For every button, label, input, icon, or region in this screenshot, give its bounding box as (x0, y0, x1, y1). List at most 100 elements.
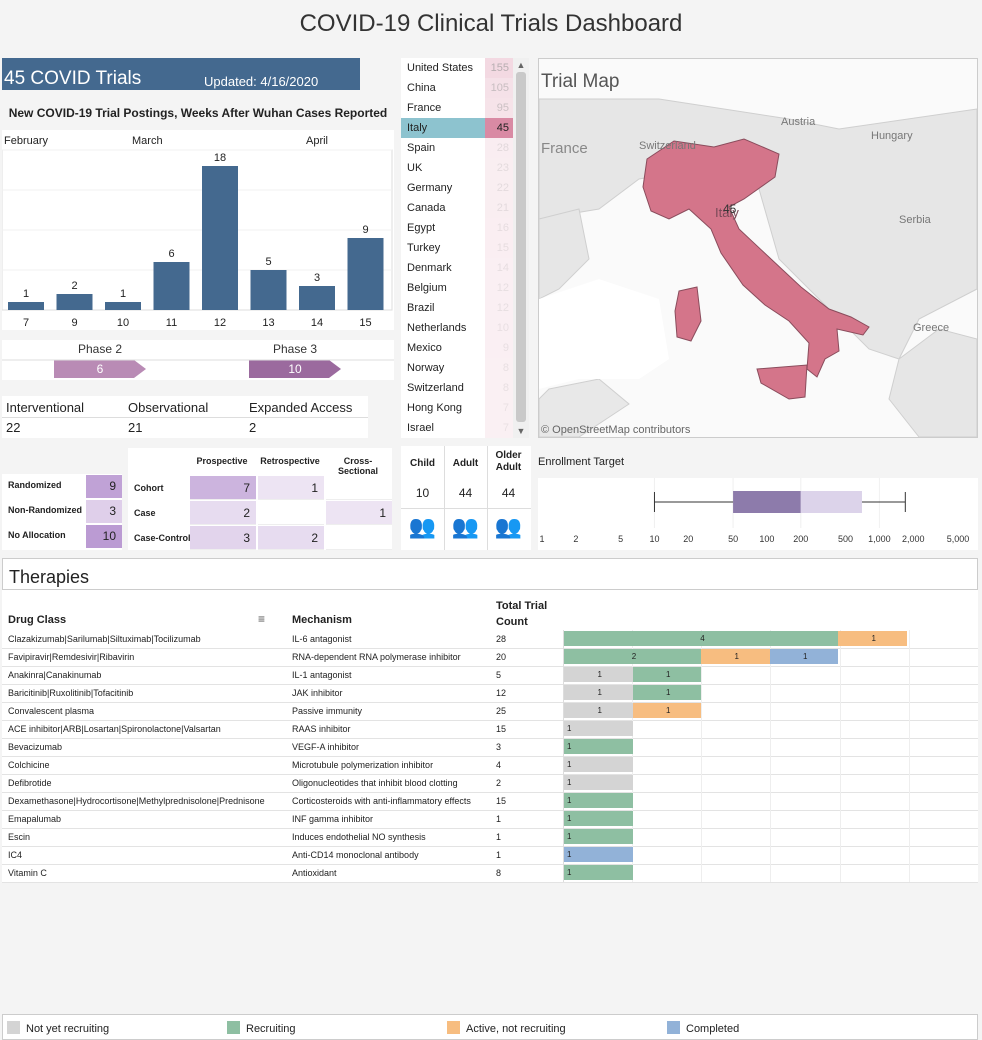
trial-map[interactable]: France Switzerland Austria Hungary Serbi… (538, 58, 978, 438)
map-canvas[interactable]: France Switzerland Austria Hungary Serbi… (539, 59, 977, 437)
therapy-row[interactable]: Baricitinib|Ruxolitinib|Tofacitinib JAK i… (2, 684, 978, 703)
country-item[interactable]: UK 23 (401, 158, 513, 178)
country-item[interactable]: Hong Kong 7 (401, 398, 513, 418)
legend-item-recruiting[interactable]: Recruiting (227, 1021, 296, 1035)
sardinia-region[interactable] (674, 286, 702, 342)
map-attribution[interactable]: © OpenStreetMap contributors (541, 424, 691, 436)
italy-region[interactable] (642, 138, 870, 378)
phase-arrow[interactable] (54, 360, 146, 378)
country-item[interactable]: Mexico 9 (401, 338, 513, 358)
country-item[interactable]: Egypt 16 (401, 218, 513, 238)
design-cell[interactable]: 1 (258, 476, 324, 500)
status-segment[interactable]: 1 (564, 829, 633, 844)
legend-item-completed[interactable]: Completed (667, 1021, 739, 1035)
week-bar[interactable] (153, 262, 190, 310)
therapy-row[interactable]: Dexamethasone|Hydrocortisone|Methylpredn… (2, 792, 978, 811)
mechanism-header[interactable]: Mechanism (292, 614, 352, 626)
mechanism-cell: Corticosteroids with anti-inflammatory e… (292, 796, 471, 806)
allocation-value[interactable]: 9 (86, 475, 122, 498)
week-bar[interactable] (299, 286, 335, 310)
allocation-value[interactable]: 10 (86, 525, 122, 548)
therapy-row[interactable]: IC4 Anti-CD14 monoclonal antibody 1 1 (2, 846, 978, 865)
country-item[interactable]: Belgium 12 (401, 278, 513, 298)
status-segment[interactable]: 1 (632, 685, 701, 700)
country-item[interactable]: Turkey 15 (401, 238, 513, 258)
country-item[interactable]: Switzerland 8 (401, 378, 513, 398)
status-segment[interactable]: 1 (632, 703, 701, 718)
design-cell[interactable]: 1 (326, 501, 392, 525)
country-item[interactable]: Canada 21 (401, 198, 513, 218)
mechanism-cell: JAK inhibitor (292, 688, 343, 698)
status-segment[interactable]: 1 (564, 667, 633, 682)
status-segment[interactable]: 1 (564, 811, 633, 826)
legend-item-not-yet-recruiting[interactable]: Not yet recruiting (7, 1021, 109, 1035)
sicily-region[interactable] (756, 364, 808, 400)
week-bar[interactable] (347, 238, 384, 310)
country-item[interactable]: Germany 22 (401, 178, 513, 198)
box-upper[interactable] (800, 491, 862, 513)
status-segment[interactable]: 1 (769, 649, 838, 664)
therapy-row[interactable]: Emapalumab INF gamma inhibitor 1 1 (2, 810, 978, 829)
box-lower[interactable] (733, 491, 801, 513)
scroll-thumb[interactable] (516, 72, 526, 422)
status-segment[interactable]: 1 (564, 847, 633, 862)
week-bar[interactable] (105, 302, 141, 310)
country-scrollbar[interactable]: ▲ ▼ (513, 58, 529, 438)
status-segment[interactable]: 1 (564, 775, 633, 790)
therapy-row[interactable]: Bevacizumab VEGF-A inhibitor 3 1 (2, 738, 978, 757)
week-bar[interactable] (202, 166, 238, 310)
country-item[interactable]: Norway 8 (401, 358, 513, 378)
country-item[interactable]: Denmark 14 (401, 258, 513, 278)
therapy-row[interactable]: Favipiravir|Remdesivir|Ribavirin RNA-depe… (2, 648, 978, 667)
design-cell[interactable]: 2 (190, 501, 256, 525)
status-segment[interactable]: 1 (564, 865, 633, 880)
week-bar[interactable] (250, 270, 287, 310)
status-segment[interactable]: 1 (564, 721, 633, 736)
phase-arrow[interactable] (249, 360, 341, 378)
status-segment[interactable]: 1 (838, 631, 907, 646)
therapy-row[interactable]: Escin Induces endothelial NO synthesis 1 1 (2, 828, 978, 847)
design-cell[interactable] (326, 526, 392, 550)
legend-item-active-not-recruiting[interactable]: Active, not recruiting (447, 1021, 566, 1035)
therapy-row[interactable]: ACE inhibitor|ARB|Losartan|Spironolacton… (2, 720, 978, 739)
status-segment[interactable]: 1 (564, 739, 633, 754)
design-cell[interactable]: 3 (190, 526, 256, 550)
therapy-row[interactable]: Defibrotide Oligonucleotides that inhibit… (2, 774, 978, 793)
status-segment[interactable]: 1 (564, 793, 633, 808)
total-count-header[interactable]: Total Trial Count (496, 600, 548, 628)
country-name: Egypt (407, 222, 436, 234)
status-segment[interactable]: 1 (701, 649, 770, 664)
country-item[interactable]: Brazil 12 (401, 298, 513, 318)
therapy-row[interactable]: Clazakizumab|Sarilumab|Siltuximab|Tocili… (2, 630, 978, 649)
status-segment[interactable]: 1 (564, 703, 633, 718)
allocation-table: Randomized 9 Non-Randomized 3 No Allocation 1… (2, 474, 122, 550)
status-segment[interactable]: 2 (564, 649, 701, 664)
allocation-value[interactable]: 3 (86, 500, 122, 523)
therapy-row[interactable]: Colchicine Microtubule polymerization inh… (2, 756, 978, 775)
week-bar[interactable] (56, 294, 93, 310)
country-item[interactable]: United States 155 (401, 58, 513, 78)
week-bar[interactable] (8, 302, 44, 310)
scroll-down-icon[interactable]: ▼ (516, 426, 526, 436)
country-item[interactable]: Italy 45 (401, 118, 513, 138)
country-item[interactable]: Israel 7 (401, 418, 513, 438)
design-cell[interactable]: 2 (258, 526, 324, 550)
country-list[interactable]: ▲ ▼ United States 155 China 105 France 95 Ital… (401, 58, 529, 438)
status-segment[interactable]: 4 (564, 631, 838, 646)
scroll-up-icon[interactable]: ▲ (516, 60, 526, 70)
status-segment[interactable]: 1 (564, 685, 633, 700)
country-item[interactable]: Spain 28 (401, 138, 513, 158)
country-item[interactable]: China 105 (401, 78, 513, 98)
status-segment[interactable]: 1 (564, 757, 633, 772)
country-item[interactable]: France 95 (401, 98, 513, 118)
status-segment[interactable]: 1 (632, 667, 701, 682)
design-cell[interactable] (326, 476, 392, 500)
design-cell[interactable] (258, 501, 324, 525)
sort-icon[interactable]: ≡ (258, 612, 266, 626)
therapy-row[interactable]: Anakinra|Canakinumab IL-1 antagonist 5 1 1 (2, 666, 978, 685)
design-cell[interactable]: 7 (190, 476, 256, 500)
therapy-row[interactable]: Convalescent plasma Passive immunity 25 1 1 (2, 702, 978, 721)
therapy-row[interactable]: Vitamin C Antioxidant 8 1 (2, 864, 978, 883)
country-item[interactable]: Netherlands 10 (401, 318, 513, 338)
drug-class-header[interactable]: Drug Class (8, 614, 67, 626)
